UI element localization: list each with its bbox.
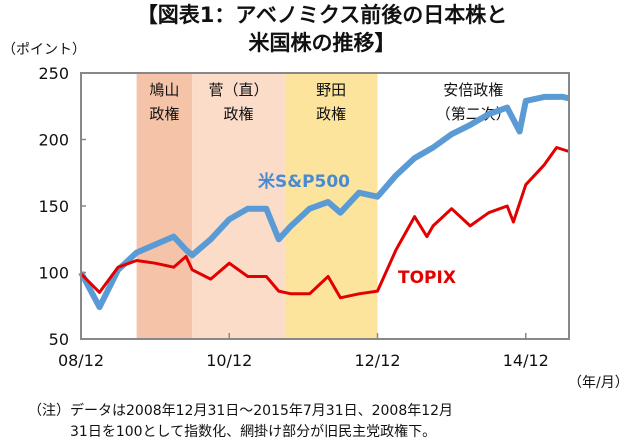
shaded-period-1 — [192, 73, 285, 339]
y-tick-label: 150 — [38, 197, 69, 216]
period-label: 鳩山 — [149, 81, 179, 99]
period-label: （第二次） — [436, 105, 511, 123]
period-label: 野田 — [316, 81, 346, 99]
y-tick-label: 50 — [49, 330, 69, 349]
x-tick-label: 12/12 — [354, 351, 400, 370]
x-axis-label: （年/月） — [568, 375, 629, 391]
period-label: 政権 — [316, 105, 346, 123]
y-tick-label: 250 — [38, 64, 69, 83]
period-label: 政権 — [149, 105, 179, 123]
series-line-topix — [79, 146, 570, 300]
chart-title-line-2: 米国株の推移】 — [249, 31, 396, 55]
footnote-line-2: 31日を100として指数化、網掛け部分が旧民主党政権下。 — [70, 423, 436, 440]
x-tick-label: 14/12 — [503, 351, 549, 370]
x-tick-label: 10/12 — [206, 351, 252, 370]
y-tick-label: 100 — [38, 264, 69, 283]
chart-title-line-1: 【図表1：アベノミクス前後の日本株と — [137, 3, 508, 27]
footnote-line-1: （注）データは2008年12月31日～2015年7月31日、2008年12月 — [28, 402, 453, 419]
shaded-period-0 — [136, 73, 193, 339]
x-tick-label: 08/12 — [58, 351, 104, 370]
y-tick-label: 200 — [38, 131, 69, 150]
period-label: 政権 — [224, 105, 254, 123]
series-label-topix: TOPIX — [398, 268, 456, 288]
period-label: 菅（直） — [209, 81, 269, 99]
shaded-period-3 — [377, 73, 569, 339]
y-axis-label: （ポイント） — [2, 42, 86, 58]
period-label: 安倍政権 — [443, 81, 503, 99]
series-label-sp500: 米S&P500 — [258, 171, 350, 192]
